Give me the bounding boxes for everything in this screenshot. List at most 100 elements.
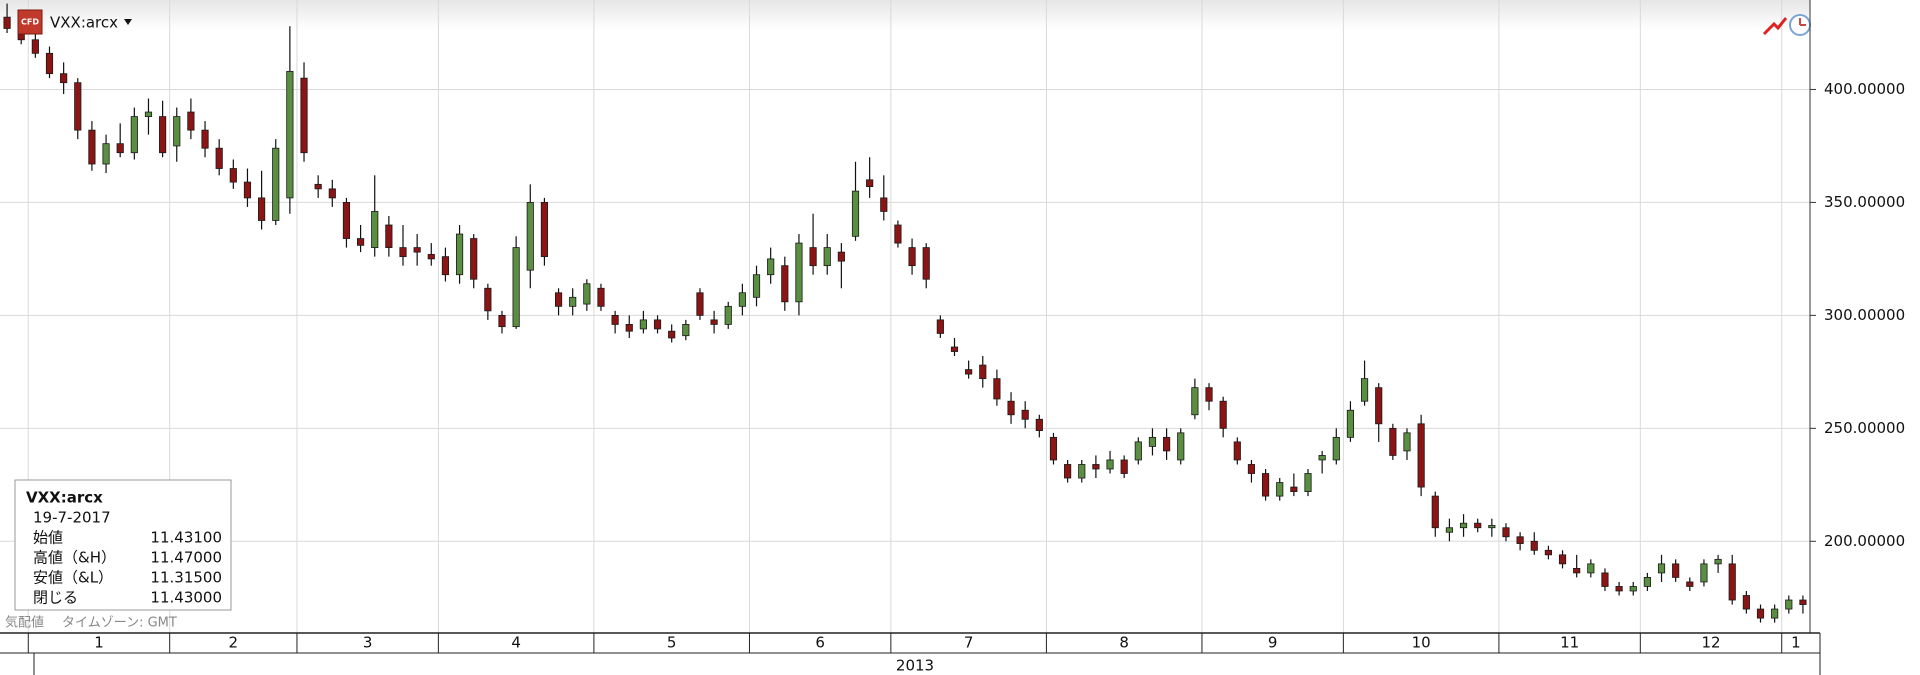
candle-body [936, 319, 944, 334]
candle-body [1643, 577, 1651, 587]
candle-body [724, 305, 732, 325]
candle-body [526, 202, 534, 271]
dropdown-arrow[interactable] [124, 19, 132, 25]
candle-body [60, 73, 68, 84]
month-label: 1 [1791, 634, 1801, 652]
candle-body [328, 188, 336, 199]
candle-body [371, 211, 379, 248]
candle-body [1502, 527, 1510, 538]
candle-body [314, 183, 322, 190]
month-label: 6 [815, 634, 825, 652]
candle-body [1360, 378, 1369, 402]
candle-body [682, 324, 690, 337]
info-row-value: 11.43000 [150, 589, 222, 607]
candle-body [1459, 522, 1468, 529]
candle-body [668, 330, 676, 339]
top-fade [0, 0, 1810, 30]
candle-body [823, 247, 831, 267]
info-title: VXX:arcx [26, 489, 103, 507]
y-tick-label: 200.00000 [1824, 532, 1905, 550]
candle-body [441, 256, 450, 276]
candle-body [1700, 563, 1708, 583]
candle-body [1219, 400, 1227, 429]
candle-body [1530, 540, 1538, 551]
month-label: 8 [1119, 634, 1129, 652]
candle-body [1403, 432, 1411, 452]
candle-body [484, 287, 492, 312]
candle-body [809, 247, 817, 267]
candle-body [258, 197, 266, 221]
candle-body [851, 190, 860, 237]
candle-body [1445, 527, 1453, 533]
clock-hands [1799, 18, 1806, 26]
month-label: 4 [511, 634, 521, 652]
candle-body [187, 111, 195, 131]
candle-body [470, 238, 478, 280]
info-row-label: 閉じる [33, 589, 78, 607]
candle-body [512, 247, 520, 328]
candle-body [1134, 441, 1142, 461]
candle-body [752, 274, 761, 298]
candle-body [1191, 387, 1199, 416]
chart-type-icon[interactable] [1762, 17, 1788, 36]
candle-body [1558, 554, 1567, 565]
candle-body [399, 247, 407, 258]
candle-body [1389, 427, 1397, 456]
candle-body [653, 319, 662, 330]
candle-body [1318, 455, 1326, 461]
candle-body [894, 224, 902, 244]
cfd-icon[interactable] [17, 9, 43, 35]
candle-body [215, 147, 223, 169]
candle-body [597, 287, 605, 307]
candle-body [993, 378, 1001, 400]
month-label: 10 [1412, 634, 1431, 652]
candle-body [1417, 423, 1425, 488]
candle-body [1064, 464, 1072, 479]
candle-body [1587, 563, 1595, 574]
candle-body [554, 292, 563, 307]
info-row-value: 11.31500 [150, 569, 222, 587]
candle-body [357, 238, 365, 246]
candle-body [1148, 436, 1157, 447]
candle-body [1290, 486, 1298, 492]
symbol-title[interactable]: VXX:arcx [50, 14, 118, 32]
candle-body [1247, 464, 1256, 474]
info-row-label: 高値（&H） [33, 549, 116, 567]
candle-body [781, 265, 789, 303]
candle-body [837, 251, 845, 262]
y-tick-label: 250.00000 [1824, 419, 1905, 437]
month-label: 12 [1701, 634, 1720, 652]
candle-body [1488, 525, 1496, 529]
candle-body [45, 52, 54, 75]
candle-body [1728, 563, 1736, 601]
candle-body [1021, 409, 1029, 420]
candle-body [159, 116, 167, 154]
candle-body [1304, 473, 1312, 492]
candle-body [1672, 563, 1680, 578]
candle-body [1431, 495, 1439, 529]
month-label: 5 [667, 634, 677, 652]
header: CFD VXX:arcx [17, 9, 1811, 36]
candle-body [272, 147, 280, 221]
candles [3, 3, 1807, 623]
candle-body [922, 247, 930, 280]
candle-body [1049, 436, 1058, 461]
candle-body [243, 181, 252, 199]
footer-quote: 気配値 [5, 615, 44, 631]
candle-body [1332, 436, 1340, 461]
candle-body [795, 242, 803, 303]
candle-body [427, 253, 435, 260]
candle-body [1163, 436, 1171, 452]
candle-body [880, 197, 888, 212]
grid-layer [0, 0, 1810, 633]
candle-body [908, 247, 916, 267]
candle-body [625, 324, 633, 332]
candle-body [286, 70, 294, 199]
candle-body [1120, 459, 1128, 474]
candle-body [1629, 586, 1637, 592]
candle-body [583, 283, 591, 305]
info-row-label: 始値 [33, 529, 63, 547]
candle-body [74, 82, 82, 131]
